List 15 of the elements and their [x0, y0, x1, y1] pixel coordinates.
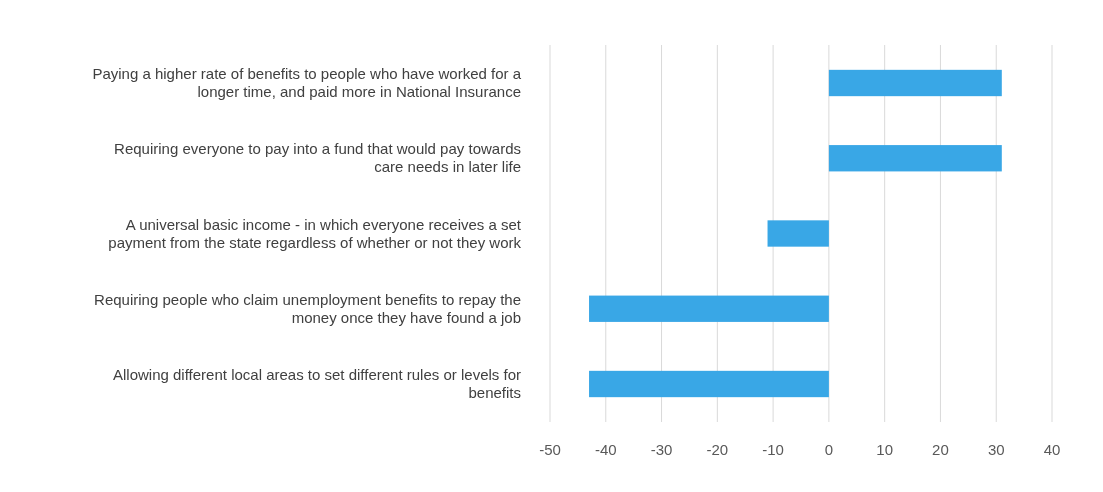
x-tick-label: -10	[762, 441, 784, 458]
y-tick-label: Allowing different local areas to set different rules or levels for benefits	[113, 366, 521, 401]
y-tick-label: Requiring people who claim unemployment benefits to repay the money once they have found a job	[94, 290, 521, 326]
y-tick-label: Paying a higher rate of benefits to people who have worked for a longer time, and paid more in National Insurance	[92, 65, 522, 100]
x-tick-label: 30	[987, 441, 1005, 458]
x-tick-label: -20	[706, 441, 729, 458]
x-tick-label: -40	[594, 441, 617, 458]
x-tick-label: -30	[650, 441, 673, 458]
x-tick-label: 20	[932, 441, 949, 458]
x-tick-label: 40	[1043, 441, 1061, 458]
x-tick-label: 0	[824, 441, 834, 458]
y-tick-label: Requiring everyone to pay into a fund that would pay towards care needs in later life	[114, 140, 521, 176]
x-tick-label: 10	[876, 441, 894, 458]
y-tick-label: A universal basic income - in which everyone receives a set payment from the state regardless of whether or not they work	[108, 215, 522, 251]
x-tick-label: -50	[539, 441, 561, 458]
